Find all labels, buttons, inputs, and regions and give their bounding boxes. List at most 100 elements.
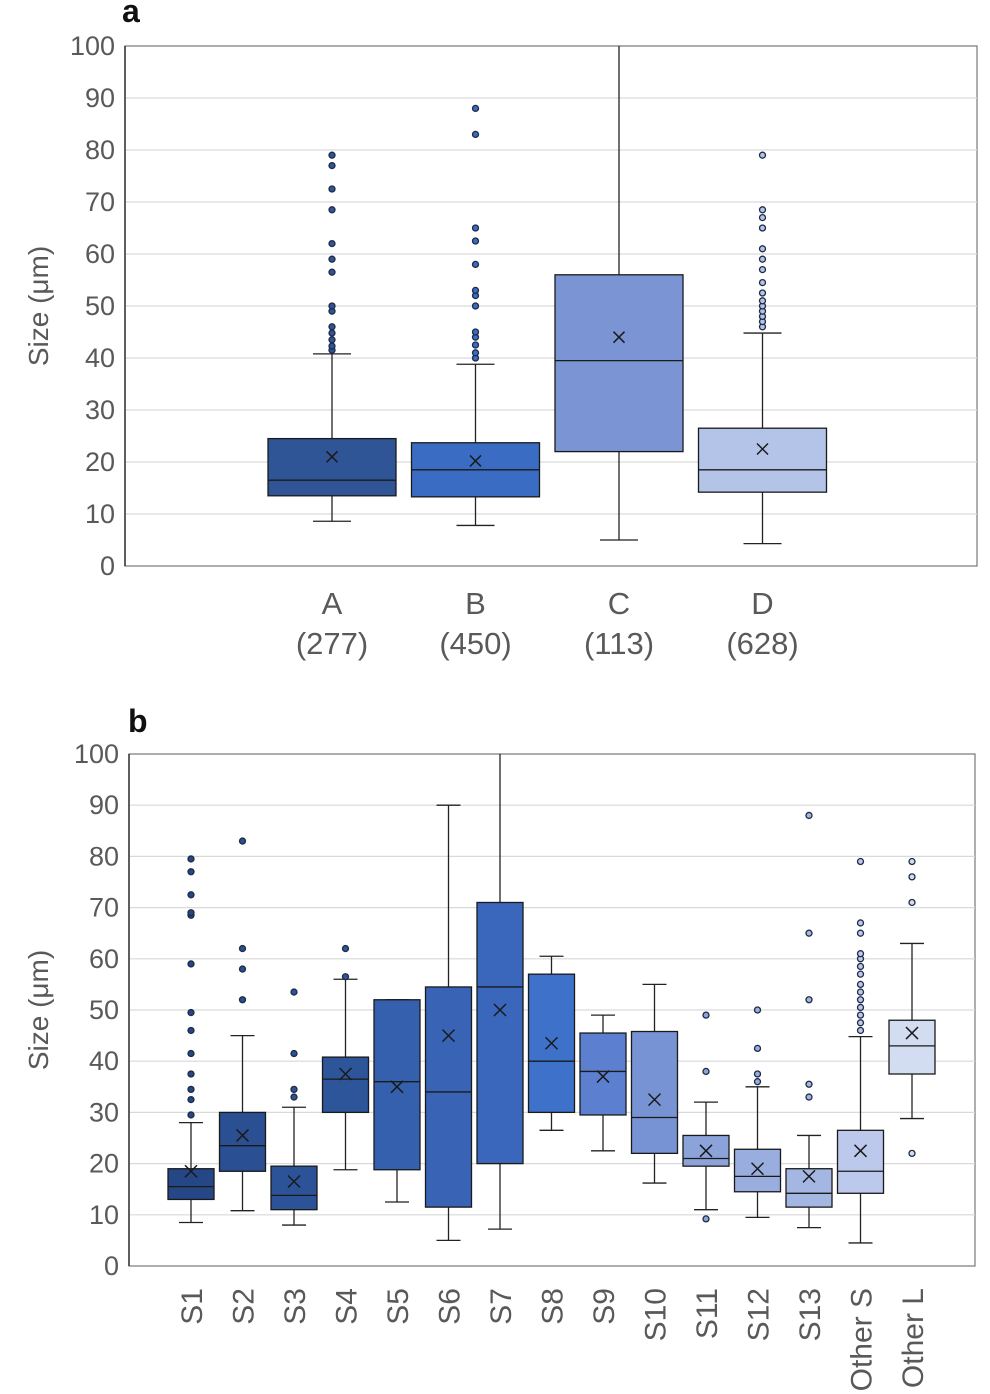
outlier-point [805,1080,813,1088]
panel-b-box-s6 [424,804,473,1242]
panel-b-x-tick-label: S2 [228,1288,261,1325]
panel-a-plot-area: 0 10 20 30 40 50 60 70 80 90 100 A (277) B (450) C (113)… [70,31,978,661]
outlier-point [341,973,350,981]
outlier-point [471,260,480,269]
outlier-point [702,1011,710,1019]
panel-b-box-s7 [476,754,524,1230]
panel-b-x-tick-label: S6 [434,1288,467,1325]
panel-a-x-tick-label: B [465,586,486,621]
mean-marker [596,1070,610,1084]
outlier-point [328,302,336,310]
panel-a-y-axis-label: Size (μm) [23,246,54,366]
panel-a-x-tick-label: C [608,586,630,621]
outlier-point [471,286,480,295]
panel-a-y-tick-label: 20 [85,447,115,477]
outlier-point [471,237,480,245]
panel-b-y-tick-label: 30 [89,1097,119,1127]
mean-marker [338,1067,353,1081]
mean-marker [441,1029,456,1043]
panel-b-box-s9 [579,1014,627,1152]
outlier-point [758,151,767,159]
mean-marker [612,331,626,344]
panel-a-y-tick-label: 30 [85,395,115,425]
outlier-point [328,185,336,193]
outlier-point [758,278,767,287]
outlier-point [290,1049,298,1058]
outlier-point [187,1026,195,1035]
iqr-box [424,986,473,1208]
outlier-point [471,328,480,336]
panel-b-y-tick-label: 100 [74,739,119,769]
outlier-point [856,996,865,1004]
outlier-point [187,909,195,917]
panel-a-box-b [410,104,541,527]
panel-a-x-count-label: (277) [296,626,368,661]
panel-b-x-tick-label: Other L [897,1288,930,1388]
panel-b-y-tick-label: 50 [89,995,119,1025]
mean-marker [905,1026,919,1040]
outlier-point [758,245,767,253]
outlier-point [187,1070,195,1078]
outlier-point [238,996,247,1004]
panel-a-y-tick-label: 80 [85,135,115,165]
mean-marker [853,1144,868,1158]
outlier-point [758,206,767,214]
outlier-point [471,130,480,139]
outlier-point [908,873,916,881]
panel-a-y-tick-label: 40 [85,343,115,373]
outlier-point [856,857,865,866]
panel-b-y-tick-label: 70 [89,893,119,923]
outlier-point [290,1093,298,1101]
panel-b-x-tick-label: S7 [485,1288,518,1325]
mean-marker [750,1162,765,1176]
outlier-point [908,1149,916,1158]
outlier-point [328,323,336,331]
panel-b-box-other-l [888,857,936,1158]
iqr-box [270,1165,318,1211]
outlier-point [471,224,480,232]
outlier-point [471,104,480,113]
panel-b-box-s13 [785,811,833,1229]
outlier-point [805,1093,813,1101]
panel-b-box-s11 [682,1011,730,1223]
iqr-box [373,999,421,1171]
panel-a-y-tick-label: 10 [85,499,115,529]
panel-a-x-count-label: (628) [726,626,798,661]
panel-b-box-s4 [321,944,370,1171]
outlier-point [856,980,865,989]
panel-b-x-tick-label: S5 [382,1288,415,1325]
outlier-point [328,151,336,159]
outlier-point [187,855,195,863]
outlier-point [328,239,336,248]
outlier-point [471,341,480,349]
panel-b-box-s3 [270,988,318,1226]
mean-marker [287,1174,301,1189]
outlier-point [290,988,298,996]
mean-marker [544,1036,559,1050]
outlier-point [908,898,916,907]
outlier-point [758,255,767,263]
panel-a-label: a [122,0,140,29]
outlier-point [187,960,195,968]
outlier-point [856,919,865,927]
outlier-point [758,224,767,232]
mean-marker [802,1169,816,1183]
outlier-point [187,868,195,876]
outlier-point [758,213,767,222]
panel-b: b Size (μm) 0 10 20 30 40 50 60 70 80 90 100 S1 S2 S3… [23,703,976,1391]
panel-b-x-tick-label: S4 [331,1288,364,1325]
panel-a-x-count-label: (113) [584,626,654,661]
iqr-box [167,1168,215,1201]
outlier-point [856,1019,865,1027]
panel-b-box-s10 [630,983,679,1184]
mean-marker [325,450,339,463]
panel-b-box-s1 [167,855,215,1224]
panel-b-x-tick-label: S10 [640,1288,673,1341]
outlier-point [856,929,865,937]
mean-marker [647,1093,662,1107]
outlier-point [187,1049,195,1058]
iqr-box [733,1148,782,1193]
outlier-point [328,329,336,337]
panel-b-box-s2 [218,837,267,1212]
outlier-point [856,950,865,958]
